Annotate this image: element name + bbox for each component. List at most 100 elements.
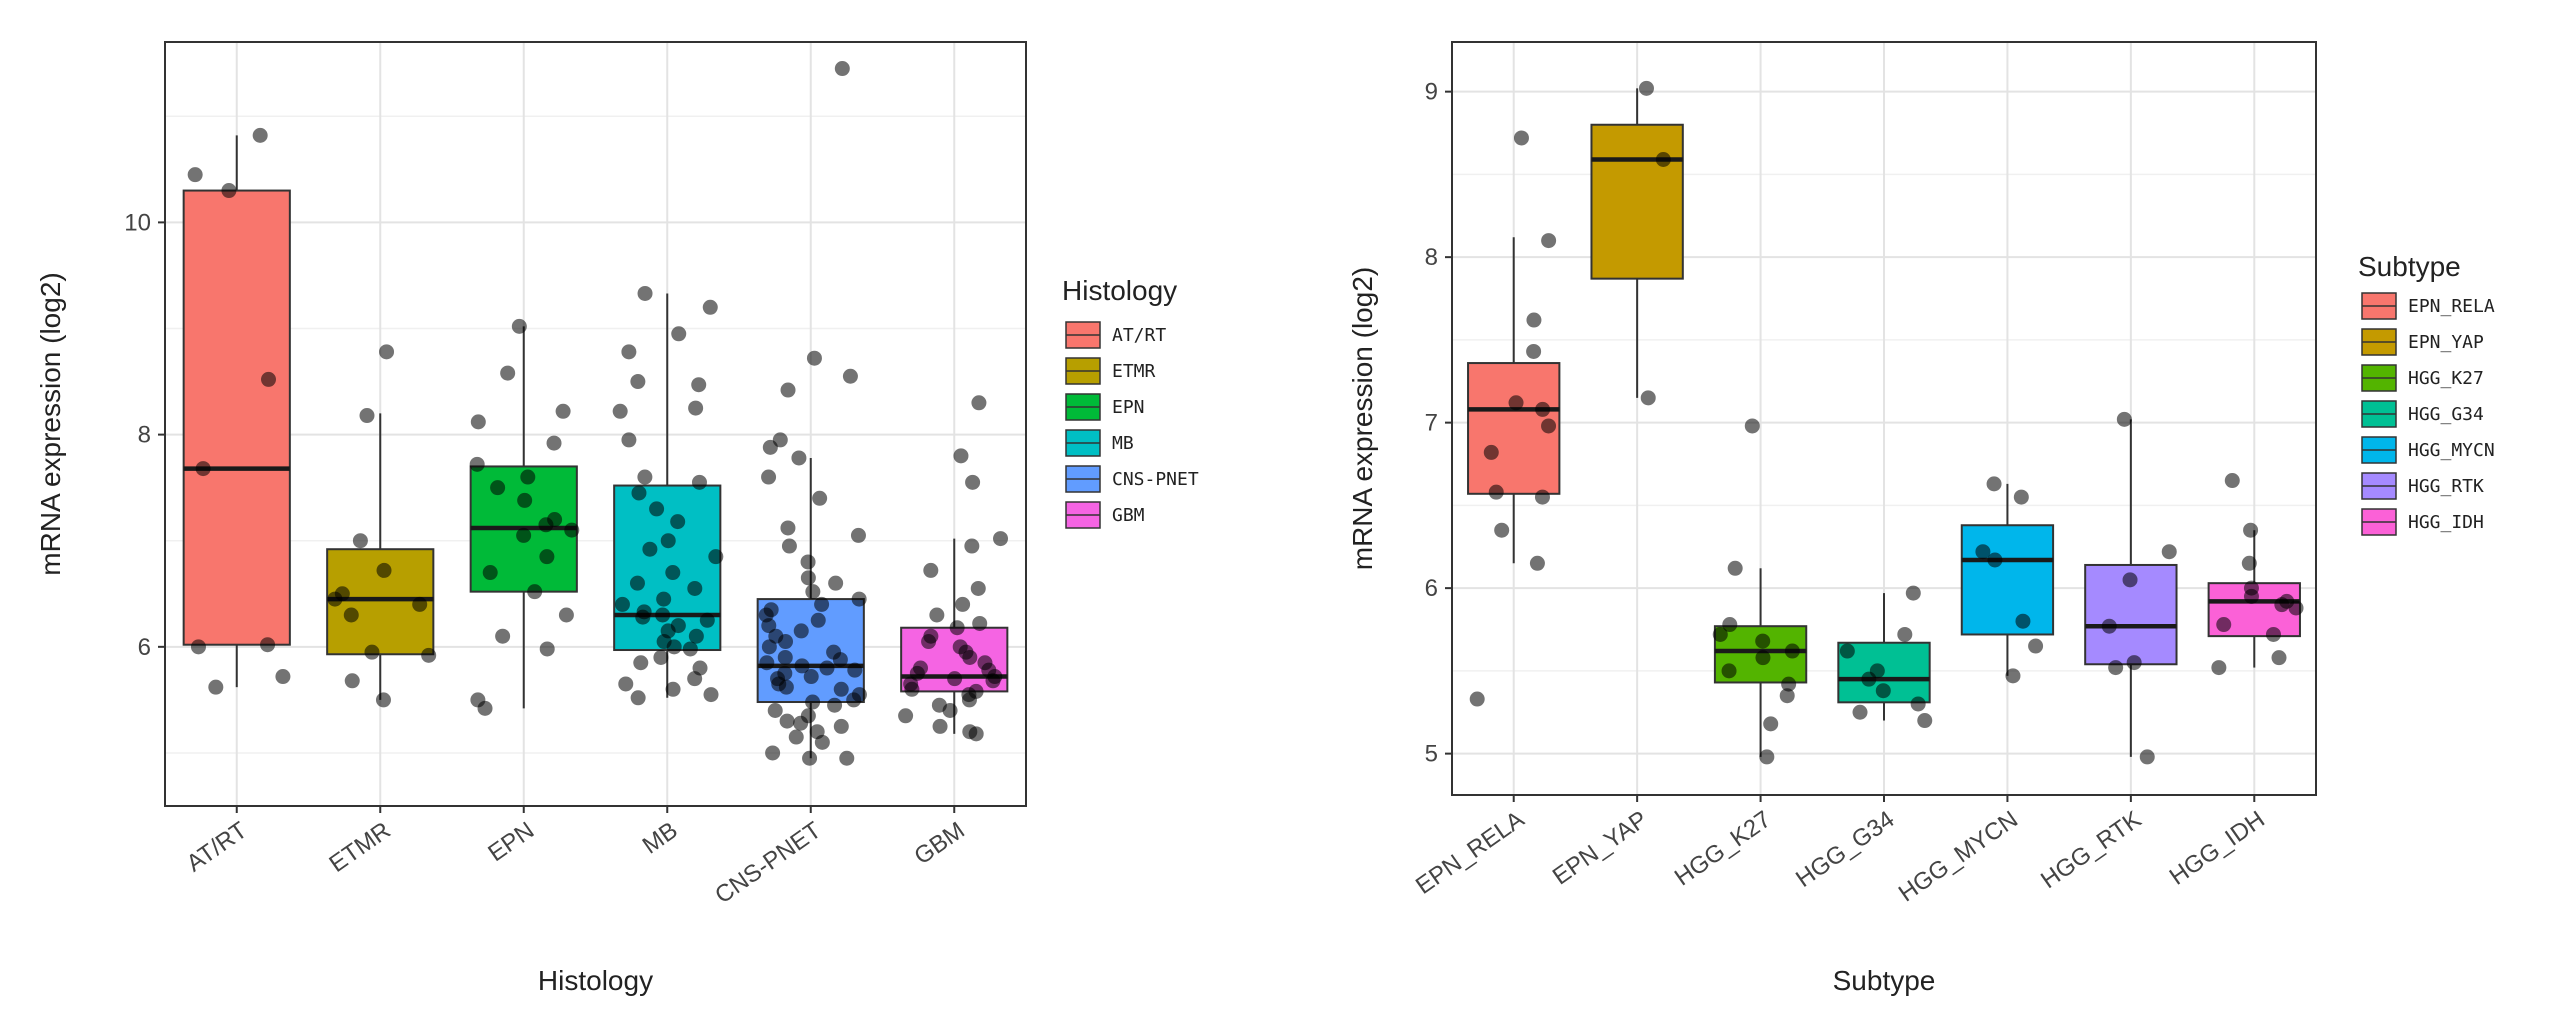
data-point [2243,588,2259,604]
x-tick-label: HGG_MYCN [1894,806,2023,908]
data-point [1975,544,1991,560]
data-point [802,750,818,766]
data-point [827,697,843,713]
data-point [761,639,777,655]
data-point [1917,713,1933,729]
data-point [762,439,778,455]
data-point [949,620,965,636]
legend-label: HGG_IDH [2408,512,2484,533]
data-point [187,167,203,183]
data-point [621,344,637,360]
data-point [932,718,948,734]
data-point [964,538,980,554]
data-point [1897,626,1913,642]
data-point [546,435,562,451]
data-point [1759,749,1775,765]
points-epn [469,318,580,716]
data-point [970,580,986,596]
data-point [1526,343,1542,359]
legend-label: ETMR [1112,361,1156,382]
data-point [985,673,1001,689]
data-point [412,596,428,612]
legend-item: EPN [1065,393,1145,421]
y-tick-label: 6 [1425,575,1438,602]
legend-item: HGG_K27 [2361,364,2484,392]
points-hgg-idh [2211,473,2304,676]
data-point [791,450,807,466]
data-point [1784,643,1800,659]
data-point [832,652,848,668]
points-hgg-rtk [2101,411,2177,765]
data-point [1469,691,1485,707]
data-point [2288,600,2304,616]
data-point [702,299,718,315]
data-point [1781,676,1797,692]
data-point [947,671,963,687]
data-point [1875,683,1891,699]
data-point [803,669,819,685]
data-point [190,639,206,655]
data-point [1494,522,1510,538]
data-point [921,634,937,650]
data-point [800,554,816,570]
legend-label: HGG_G34 [2408,404,2484,425]
legend-label: EPN_RELA [2408,296,2495,317]
data-point [618,676,634,692]
data-point [352,533,368,549]
legend-item: HGG_IDH [2361,508,2484,536]
data-point [490,480,506,496]
data-point [614,596,630,612]
data-point [923,562,939,578]
data-point [1638,80,1654,96]
y-tick-label: 5 [1425,741,1438,768]
data-point [470,414,486,430]
data-point [2139,749,2155,765]
x-tick-label: EPN [483,817,539,867]
legend-item: AT/RT [1065,321,1166,349]
data-point [767,703,783,718]
data-point [814,596,830,612]
data-point [842,368,858,384]
data-point [805,584,821,600]
data-point [806,350,822,366]
legend-label: EPN_YAP [2408,332,2484,353]
data-point [759,655,775,671]
data-point [1508,395,1524,411]
legend-item: GBM [1065,501,1145,529]
data-point [972,615,988,631]
data-point [2122,572,2138,588]
box-hgg-mycn [1960,483,2055,676]
box-body [182,189,291,646]
data-point [2126,655,2142,671]
data-point [1483,444,1499,460]
data-point [1987,552,2003,568]
data-point [778,634,794,650]
data-point [691,377,707,393]
x-axis-title: Subtype [1833,965,1936,996]
points-cns-pnet [758,61,867,766]
data-point [955,596,971,612]
data-point [376,562,392,578]
data-point [656,591,672,607]
data-point [260,637,276,653]
data-point [1640,390,1656,406]
data-point [631,485,647,501]
data-point [687,580,703,596]
legend-item: ETMR [1065,357,1156,385]
data-point [421,647,437,663]
data-point [682,641,698,657]
x-tick-label: GBM [909,817,969,870]
data-point [812,490,828,506]
points-at-rt [187,127,291,695]
data-point [810,612,826,628]
x-tick-label: MB [638,817,683,860]
data-point [847,662,863,678]
legend-item: CNS-PNET [1065,465,1199,493]
data-point [777,649,793,665]
data-point [708,549,724,565]
data-point [635,609,651,625]
data-point [828,575,844,591]
data-point [2243,522,2259,538]
data-point [364,644,380,660]
